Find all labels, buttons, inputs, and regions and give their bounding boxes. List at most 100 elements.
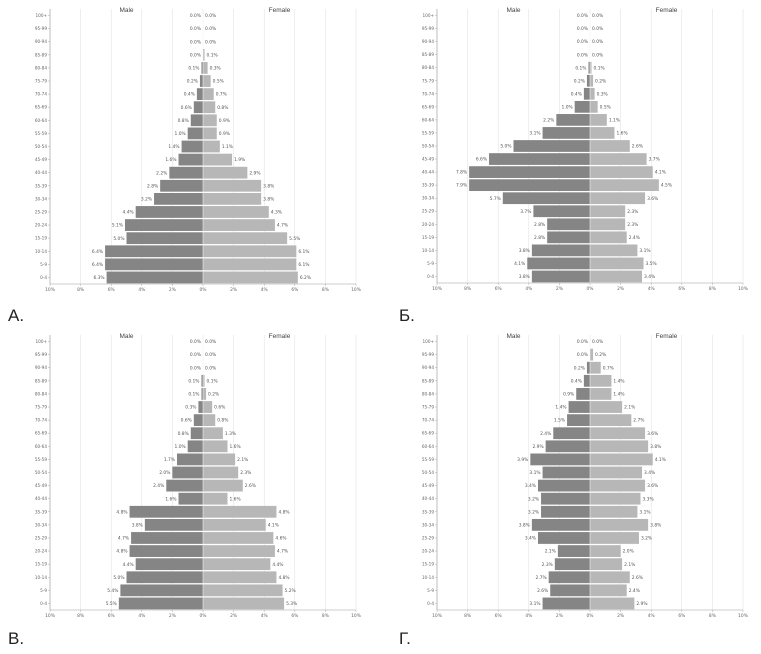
male-bar (469, 166, 590, 178)
male-bar (550, 584, 590, 597)
female-value-label: 0.7% (216, 92, 227, 98)
male-bar (583, 374, 590, 387)
female-bar (590, 231, 627, 244)
male-value-label: 0.0% (190, 52, 201, 58)
male-bar (135, 558, 203, 571)
female-bar (590, 597, 635, 610)
female-bar (590, 401, 623, 413)
x-tick-label: 4% (138, 613, 145, 619)
male-value-label: 2.3% (542, 562, 553, 568)
male-value-label: 1.7% (164, 457, 175, 463)
male-heading: Male (119, 7, 133, 14)
age-group-label: 55-59 (422, 457, 435, 462)
female-value-label: 0.7% (603, 365, 614, 371)
female-bar (203, 48, 205, 61)
male-bar (542, 466, 590, 479)
female-value-label: 2.0% (623, 549, 634, 555)
male-bar (547, 231, 590, 244)
male-value-label: 7.8% (456, 170, 467, 176)
female-value-label: 0.0% (205, 39, 216, 45)
female-value-label: 3.6% (647, 483, 658, 489)
female-value-label: 0.0% (592, 39, 603, 45)
male-value-label: 3.4% (525, 536, 536, 542)
male-value-label: 5.0% (113, 575, 124, 581)
x-tick-label: 8% (709, 613, 716, 619)
age-group-label: 80-84 (35, 65, 48, 70)
male-bar (574, 100, 590, 113)
female-value-label: 3.8% (263, 183, 274, 189)
female-value-label: 4.8% (278, 509, 289, 515)
male-heading: Male (119, 333, 133, 340)
female-value-label: 0.6% (214, 405, 225, 411)
male-value-label: 3.1% (529, 470, 540, 476)
male-bar (568, 401, 590, 413)
female-bar (590, 192, 646, 205)
age-group-label: 95-99 (422, 26, 435, 31)
male-value-label: 2.7% (536, 575, 547, 581)
female-value-label: 0.2% (595, 78, 606, 84)
male-value-label: 1.4% (168, 144, 179, 150)
male-value-label: 1.0% (562, 104, 573, 110)
age-group-label: 5-9 (40, 262, 47, 267)
female-bar (590, 257, 644, 270)
female-bar (203, 88, 214, 101)
age-group-label: 40-44 (422, 170, 435, 175)
male-value-label: 0.2% (574, 365, 585, 371)
male-value-label: 4.1% (514, 261, 525, 267)
female-bar (590, 270, 643, 283)
female-value-label: 0.9% (219, 118, 230, 124)
female-value-label: 2.6% (632, 144, 643, 150)
male-heading: Male (506, 333, 520, 340)
age-group-label: 90-94 (35, 365, 48, 370)
male-bar (567, 414, 590, 427)
x-tick-label: 10% (351, 287, 361, 293)
female-value-label: 3.6% (647, 196, 658, 202)
age-group-label: 95-99 (35, 26, 48, 31)
x-tick-label: 6% (495, 286, 502, 292)
female-bar (203, 75, 211, 87)
female-bar (203, 440, 228, 453)
male-value-label: 3.8% (132, 522, 143, 528)
male-bar (196, 88, 203, 101)
x-tick-label: 8% (322, 287, 329, 293)
female-value-label: 2.3% (240, 470, 251, 476)
male-bar (129, 505, 203, 518)
male-bar (586, 74, 590, 87)
age-group-label: 45-49 (35, 483, 48, 488)
female-heading: Female (269, 7, 291, 14)
age-group-label: 0-4 (427, 601, 434, 606)
x-tick-label: 10% (351, 613, 361, 619)
age-group-label: 25-29 (35, 535, 48, 540)
male-value-label: 4.8% (116, 509, 127, 515)
male-value-label: 3.9% (517, 457, 528, 463)
female-bar (590, 388, 612, 400)
male-value-label: 3.1% (529, 131, 540, 137)
female-bar (590, 505, 638, 518)
female-heading: Female (269, 333, 291, 340)
male-value-label: 1.6% (165, 496, 176, 502)
male-bar (190, 114, 203, 127)
male-value-label: 1.0% (175, 444, 186, 450)
age-group-label: 40-44 (35, 496, 48, 501)
age-group-label: 0-4 (427, 274, 434, 279)
age-group-label: 0-4 (40, 275, 47, 280)
female-value-label: 4.7% (277, 549, 288, 555)
female-bar (203, 271, 298, 284)
age-group-label: 60-64 (422, 444, 435, 449)
age-group-label: 60-64 (422, 117, 435, 122)
male-bar (126, 571, 203, 584)
male-value-label: 0.1% (575, 65, 586, 71)
female-bar (203, 166, 248, 179)
male-value-label: 0.6% (181, 105, 192, 111)
female-bar (590, 479, 646, 492)
age-group-label: 45-49 (422, 157, 435, 162)
female-bar (590, 558, 623, 571)
female-value-label: 0.0% (205, 365, 216, 371)
female-bar (590, 440, 649, 453)
age-group-label: 100+ (422, 339, 434, 344)
age-group-label: 20-24 (35, 549, 48, 554)
female-value-label: 6.1% (298, 249, 309, 255)
male-value-label: 6.4% (92, 249, 103, 255)
male-value-label: 2.2% (543, 118, 554, 124)
